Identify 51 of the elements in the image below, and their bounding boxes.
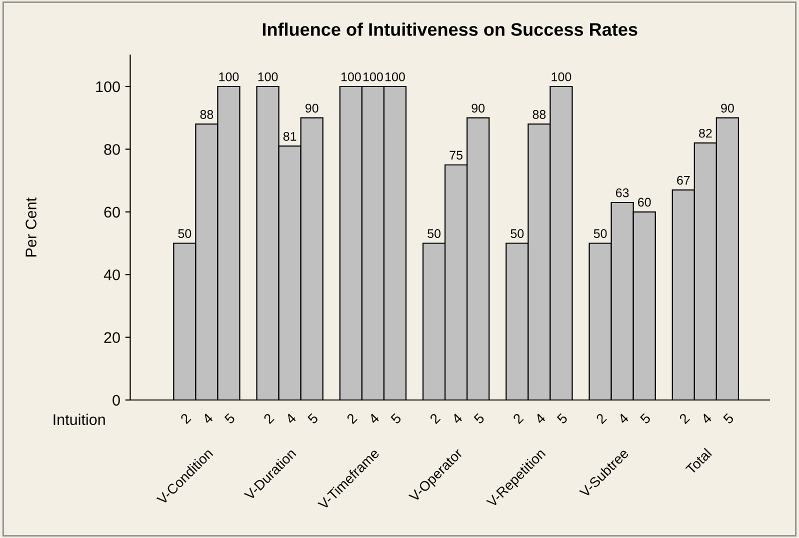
- data-label: 50: [594, 229, 607, 238]
- text: 5: [224, 412, 236, 424]
- data-label: 90: [721, 104, 734, 113]
- data-label: 81: [283, 132, 296, 141]
- text: 4: [451, 412, 463, 424]
- y-tick-label: 20: [104, 332, 120, 343]
- text: 2: [346, 412, 358, 424]
- chart-title: Influence of Intuitiveness on Success Rates: [262, 22, 638, 36]
- text: 5: [473, 412, 485, 424]
- text: 4: [617, 412, 630, 424]
- text: 2: [180, 412, 192, 424]
- text: 2: [596, 412, 607, 424]
- data-label: 100: [341, 72, 361, 82]
- text: 5: [307, 412, 319, 424]
- text: 4: [368, 412, 380, 424]
- text: 4: [284, 412, 297, 424]
- data-label: 75: [450, 150, 462, 160]
- data-label: 50: [510, 229, 524, 238]
- data-label: 50: [428, 229, 441, 238]
- data-label: 88: [532, 110, 546, 119]
- text: 5: [556, 412, 568, 424]
- y-tick-label: 100: [96, 81, 120, 92]
- text: 4: [700, 412, 712, 424]
- x-axis-title: Intuition: [54, 414, 105, 426]
- data-label: 50: [178, 229, 192, 238]
- text: 2: [263, 412, 274, 424]
- y-axis-title: Per Cent: [26, 198, 36, 256]
- data-label: 90: [305, 104, 318, 113]
- data-label: 100: [363, 72, 383, 82]
- text: 2: [678, 412, 690, 424]
- text: 4: [534, 412, 546, 424]
- y-tick-label: 0: [112, 394, 120, 406]
- y-tick-label: 40: [104, 269, 120, 280]
- data-label: 100: [386, 72, 405, 82]
- data-label: 63: [616, 188, 629, 198]
- text: 5: [390, 412, 402, 424]
- text: 5: [722, 412, 734, 424]
- data-label: 88: [200, 110, 214, 119]
- y-tick-label: 60: [104, 206, 120, 218]
- data-label: 67: [677, 176, 690, 185]
- data-label: 82: [699, 128, 712, 138]
- y-tick-label: 80: [104, 144, 120, 155]
- text: 5: [640, 412, 652, 424]
- data-label: 90: [472, 104, 485, 113]
- data-label: 100: [219, 72, 239, 82]
- text: 2: [429, 412, 441, 424]
- data-label: 100: [258, 72, 278, 82]
- text: 4: [202, 412, 214, 424]
- data-label: 100: [552, 72, 572, 82]
- text: 2: [512, 412, 524, 424]
- data-label: 60: [638, 198, 651, 207]
